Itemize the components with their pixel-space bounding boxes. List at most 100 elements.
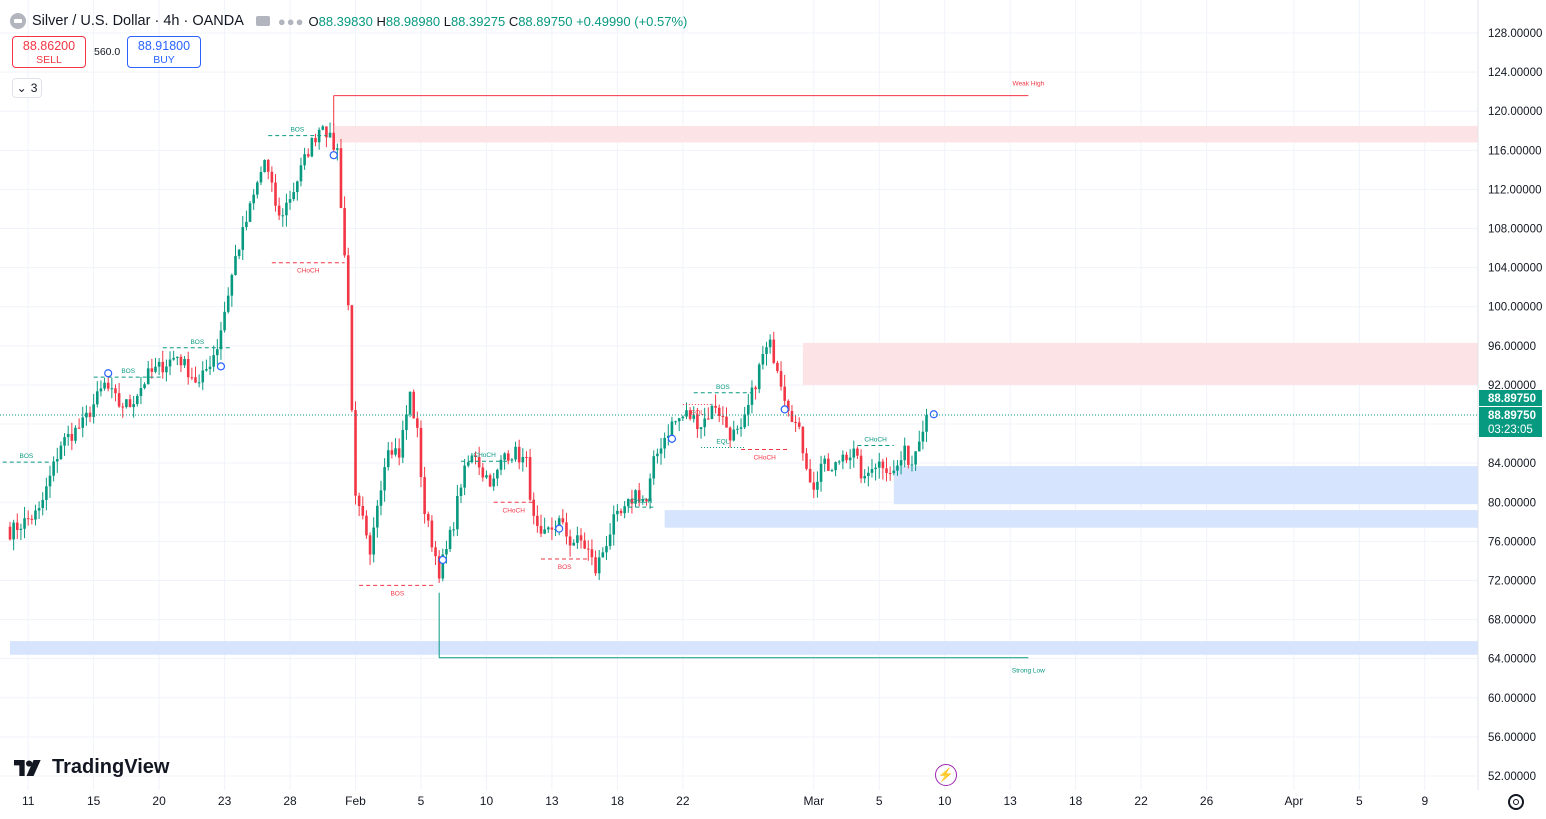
candle-body	[925, 415, 928, 432]
candle-body	[590, 549, 594, 558]
candle-body	[74, 427, 77, 441]
sell-button[interactable]: 88.86200 SELL	[12, 36, 86, 68]
tradingview-logo[interactable]: TradingView	[14, 756, 169, 779]
candles	[8, 122, 928, 583]
price-tick-label: 64.00000	[1488, 654, 1536, 666]
candle-body	[48, 475, 52, 487]
candle-body	[852, 448, 856, 458]
candle-body	[401, 430, 405, 458]
indicators-toggle[interactable]: ⌄ 3	[12, 78, 42, 98]
candle-body	[576, 535, 579, 543]
candle-body	[797, 422, 801, 427]
candle-body	[874, 467, 877, 470]
candle-body	[376, 505, 379, 528]
demand-zone	[10, 641, 1478, 655]
level-label: Strong Low	[1012, 668, 1045, 675]
time-tick-label: 20	[152, 794, 166, 808]
time-tick-label: 5	[1356, 794, 1363, 808]
more-options-icon[interactable]: ●●●	[277, 13, 305, 29]
candle-body	[594, 557, 597, 574]
buy-label: BUY	[153, 54, 175, 66]
candle-body	[306, 154, 310, 157]
supply-zone	[802, 342, 1478, 385]
structure-label: EQL	[691, 410, 704, 417]
structure-label: BOS	[290, 127, 304, 134]
candle-body	[881, 461, 885, 469]
candle-body	[623, 506, 626, 514]
candle-body	[903, 445, 907, 461]
candle-body	[310, 137, 314, 157]
candle-body	[103, 382, 106, 389]
price-tick-label: 128.00000	[1488, 28, 1542, 40]
candle-body	[361, 506, 365, 516]
candle-body	[34, 510, 37, 520]
candle-body	[208, 366, 212, 370]
candle-body	[677, 418, 681, 422]
candle-body	[612, 514, 616, 535]
candle-body	[357, 495, 361, 507]
symbol-title[interactable]: Silver / U.S. Dollar · 4h · OANDA	[32, 13, 244, 29]
candle-body	[168, 359, 172, 367]
candle-body	[281, 215, 285, 217]
candle-body	[768, 339, 772, 348]
price-tick-label: 120.00000	[1488, 106, 1542, 118]
time-tick-label: 10	[480, 794, 494, 808]
candle-body	[419, 427, 423, 478]
lightning-bolt-icon[interactable]: ⚡	[935, 764, 957, 786]
candle-body	[165, 366, 168, 373]
gear-icon[interactable]	[1508, 794, 1524, 810]
time-tick-label: 26	[1200, 794, 1214, 808]
candle-body	[383, 467, 386, 491]
candle-body	[394, 448, 397, 455]
candle-body	[452, 529, 456, 531]
candle-body	[888, 473, 892, 475]
time-axis[interactable]: 11 15 20 23 28 Feb 5 10 13 18 22 Mar 5 10 13 18 22 26 Apr 5…	[22, 794, 1428, 808]
candle-body	[725, 416, 728, 428]
candle-body	[910, 464, 914, 466]
structure-label: CHoCH	[473, 452, 496, 459]
candle-body	[736, 428, 739, 430]
candle-body	[277, 205, 281, 216]
candle-body	[292, 192, 295, 200]
candle-body	[827, 458, 830, 471]
candle-body	[801, 426, 805, 454]
candle-body	[321, 126, 325, 130]
ohlc-values: O88.39830 H88.98980 L88.39275 C88.89750 …	[308, 13, 688, 29]
buy-button[interactable]: 88.91800 BUY	[127, 36, 201, 68]
candle-body	[867, 472, 870, 477]
candle-body	[506, 453, 510, 461]
structure-label: BOS	[716, 384, 730, 391]
candle-body	[568, 536, 572, 546]
price-tick-label: 80.00000	[1488, 497, 1536, 509]
candle-body	[81, 417, 85, 428]
candle-body	[765, 347, 768, 355]
candle-body	[626, 498, 630, 507]
candle-body	[161, 361, 165, 373]
candle-body	[710, 405, 714, 419]
time-tick-label: 5	[876, 794, 883, 808]
candle-body	[463, 465, 466, 488]
candle-body	[532, 499, 536, 516]
price-tick-label: 116.00000	[1488, 145, 1542, 157]
time-tick-label: 22	[676, 794, 690, 808]
candle-body	[561, 518, 565, 523]
time-tick-label: 22	[1134, 794, 1148, 808]
level-label: Weak High	[1013, 81, 1045, 88]
candle-body	[816, 481, 819, 490]
candle-body	[336, 148, 339, 150]
candle-body	[641, 499, 645, 502]
candle-body	[368, 535, 372, 555]
candle-body	[354, 410, 357, 496]
candle-body	[146, 368, 150, 385]
hide-series-icon[interactable]	[255, 16, 270, 26]
price-tick-label: 84.00000	[1488, 458, 1536, 470]
time-tick-label: 18	[1069, 794, 1083, 808]
candle-body	[812, 482, 816, 490]
candle-body	[448, 529, 452, 550]
candle-body	[670, 421, 674, 436]
supply-zone	[333, 125, 1478, 143]
candle-body	[256, 182, 259, 195]
price-tick-label: 124.00000	[1488, 67, 1542, 79]
candle-body	[172, 357, 175, 360]
